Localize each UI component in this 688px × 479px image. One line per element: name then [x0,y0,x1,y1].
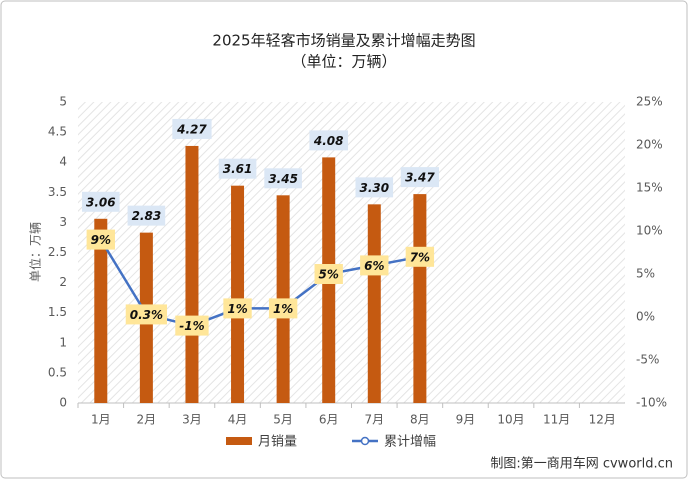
label-box [268,298,298,319]
label-box [405,246,435,267]
y2-tick-label: 25% [636,95,663,109]
chart-subtitle: （单位：万辆） [291,53,396,71]
label-box [314,264,343,284]
x-tick-label: 9月 [456,413,476,427]
label-box [309,130,349,151]
y-tick-label: 3 [59,215,67,229]
x-tick-label: 8月 [410,413,430,427]
data-label: 5% [319,268,339,282]
data-label: 6% [364,259,384,273]
label-box [125,304,168,325]
data-label: 2.83 [132,209,162,223]
data-label: 3.61 [223,162,253,176]
y2-tick-label: 20% [636,138,663,152]
data-label: 4.27 [176,122,207,136]
y2-tick-label: 0% [636,310,655,324]
data-label: 3.47 [405,171,435,185]
y-tick-label: 4 [59,155,67,169]
label-box [264,168,302,189]
legend-label: 月销量 [258,435,297,450]
data-label: 4.08 [313,134,344,148]
label-box [355,177,394,198]
label-box [175,315,209,336]
x-tick-label: 5月 [273,413,293,427]
bar [185,145,199,404]
y-tick-label: 5 [59,95,67,109]
y2-tick-label: -5% [636,353,659,367]
y-tick-label: 2.5 [48,245,67,259]
x-tick-label: 1月 [91,413,111,427]
data-label: 3.30 [359,181,389,195]
y-tick-label: 2 [59,275,67,289]
label-box [172,118,212,139]
data-label: 9% [91,233,111,247]
y2-tick-label: 15% [636,181,663,195]
legend-swatch [360,436,370,446]
y-tick-label: 1 [59,335,67,349]
label-box [360,255,389,276]
x-tick-label: 2月 [137,413,157,427]
y-tick-label: 1.5 [48,305,67,319]
x-tick-label: 11月 [543,413,570,427]
legend-swatch [226,437,252,445]
y-tick-label: 4.5 [48,125,67,139]
data-label: 7% [410,250,430,264]
y-axis-label: 单位：万辆 [28,222,43,282]
y-tick-label: 0.5 [48,365,67,379]
bar [367,204,381,403]
label-box [86,229,115,250]
x-tick-label: 7月 [364,413,384,427]
y-tick-label: 3.5 [48,185,67,199]
label-box [400,167,440,188]
y2-tick-label: -10% [636,396,667,410]
source-note: 制图:第一商用车网 cvworld.cn [490,456,673,472]
data-label: 1% [273,302,293,316]
x-tick-label: 12月 [589,413,616,427]
y-tick-label: 0 [59,396,67,410]
data-label: 1% [227,302,247,316]
label-box [81,191,120,212]
data-label: -1% [179,319,204,333]
x-tick-label: 6月 [319,413,339,427]
plot-area [78,102,625,403]
bar [413,194,427,403]
data-label: 0.3% [130,308,163,322]
data-label: 3.06 [86,195,116,209]
chart-title: 2025年轻客市场销量及累计增幅走势图 [212,32,475,50]
legend-label: 累计增幅 [384,435,436,450]
label-box [223,298,252,319]
y2-tick-label: 10% [636,224,663,238]
label-box [127,205,166,226]
y2-tick-label: 5% [636,267,655,281]
label-box [218,158,257,179]
bar [231,185,245,403]
x-tick-label: 4月 [228,413,248,427]
x-tick-label: 10月 [497,413,524,427]
bar [94,218,108,403]
data-label: 3.45 [268,172,298,186]
x-tick-label: 3月 [182,413,202,427]
